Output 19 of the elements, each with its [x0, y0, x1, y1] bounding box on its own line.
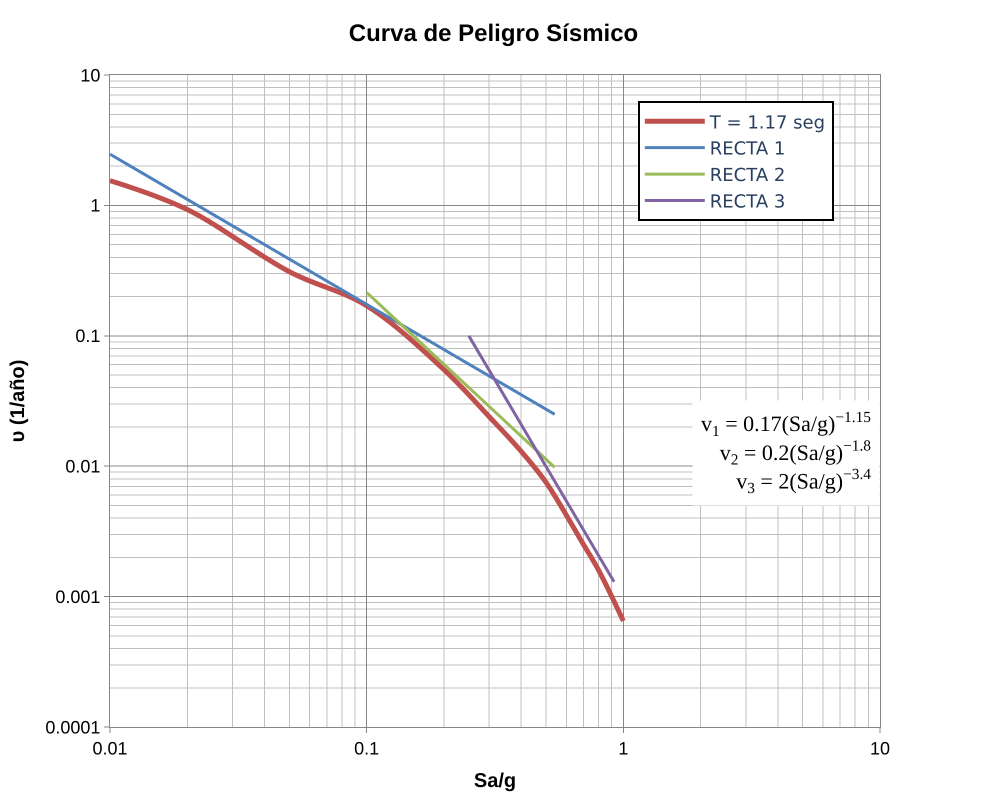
- chart-title: Curva de Peligro Sísmico: [348, 20, 638, 47]
- annotation: v$_{1}$ = 0.17(Sa/g)$^{−1.15}$: [701, 409, 872, 440]
- y-tick-label: 0.001: [55, 586, 100, 607]
- x-axis-title: Sa/g: [474, 770, 516, 792]
- legend-label: RECTA 1: [710, 138, 786, 160]
- annotation: v$_{2}$ = 0.2(Sa/g)$^{−1.8}$: [720, 438, 872, 468]
- y-tick-label: 1: [90, 196, 100, 216]
- y-tick-label: 0.1: [75, 326, 100, 346]
- legend-label: T = 1.17 seg: [708, 112, 826, 134]
- y-axis-title: υ (1/año): [6, 360, 29, 442]
- x-tick-label: 1: [618, 738, 628, 759]
- legend-label: RECTA 3: [710, 192, 786, 212]
- y-tick-label: 0.0001: [45, 717, 100, 738]
- legend-label: RECTA 2: [710, 165, 786, 186]
- annotation: v$_{3}$ = 2(Sa/g)$^{−3.4}$: [736, 466, 872, 498]
- y-tick-label: 0.01: [65, 456, 100, 476]
- x-tick-label: 10: [870, 738, 890, 759]
- x-tick-label: 0.1: [354, 738, 380, 759]
- y-tick-label: 10: [80, 65, 100, 86]
